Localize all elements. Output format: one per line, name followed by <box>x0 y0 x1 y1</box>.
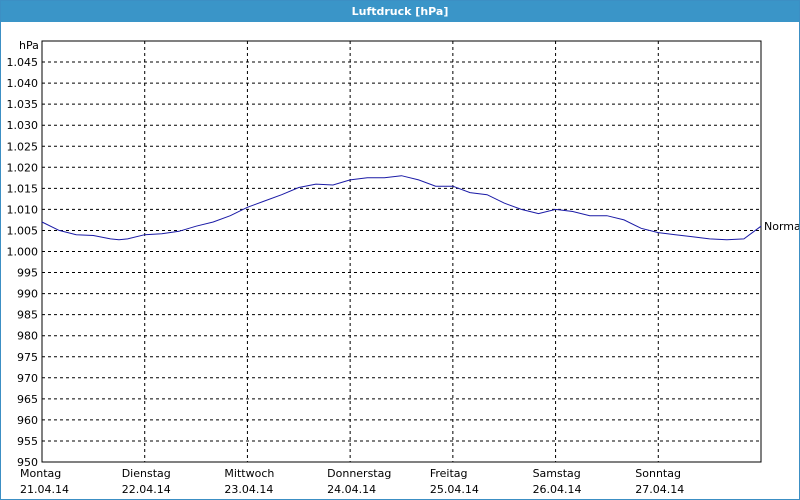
plot-area-border <box>41 40 762 463</box>
y-tick-label: 990 <box>17 288 38 301</box>
y-tick-label: 1.020 <box>7 161 39 174</box>
plot-frame <box>41 40 762 463</box>
y-tick-label: 980 <box>17 330 38 343</box>
x-tick-date-label: 26.04.14 <box>533 483 582 496</box>
y-tick-label: 960 <box>17 414 38 427</box>
chart-plot: 950 955 960 965 970 975 980 985 990 995 1.000 1.005… <box>7 39 800 496</box>
x-tick-day-label: Samstag <box>533 467 581 480</box>
y-tick-label: 1.005 <box>7 224 39 237</box>
y-tick-label: 965 <box>17 393 38 406</box>
y-tick-label: 975 <box>17 351 38 364</box>
y-tick-label: 1.025 <box>7 140 39 153</box>
y-tick-label: 1.040 <box>7 77 39 90</box>
x-tick-day-label: Sonntag <box>635 467 681 480</box>
y-tick-label: 1.010 <box>7 203 39 216</box>
y-tick-label: 1.035 <box>7 98 39 111</box>
x-tick-date-label: 25.04.14 <box>430 483 479 496</box>
y-tick-label: 950 <box>17 456 38 469</box>
y-tick-label: 955 <box>17 435 38 448</box>
x-tick-day-label: Mittwoch <box>224 467 274 480</box>
y-tick-label: 1.030 <box>7 119 39 132</box>
y-tick-label: 985 <box>17 309 38 322</box>
y-tick-label: 1.015 <box>7 182 39 195</box>
x-tick-date-label: 22.04.14 <box>122 483 171 496</box>
x-tick-day-label: Dienstag <box>122 467 171 480</box>
x-tick-day-label: Montag <box>20 467 61 480</box>
y-tick-label: 970 <box>17 372 38 385</box>
x-tick-day-label: Donnerstag <box>327 467 391 480</box>
grid <box>42 41 761 462</box>
y-tick-label: 1.045 <box>7 56 39 69</box>
y-axis-label: hPa <box>19 39 39 52</box>
series: Normal <box>41 175 799 241</box>
x-tick-date-label: 21.04.14 <box>20 483 69 496</box>
window-title: Luftdruck [hPa] <box>1 1 799 22</box>
x-tick-date-label: 24.04.14 <box>327 483 376 496</box>
series-label: Normal <box>764 220 799 233</box>
x-tick-date-label: 23.04.14 <box>224 483 273 496</box>
axes: 950 955 960 965 970 975 980 985 990 995 1.000 1.005… <box>7 39 685 496</box>
x-tick-day-label: Freitag <box>430 467 468 480</box>
x-tick-date-label: 27.04.14 <box>635 483 684 496</box>
y-tick-label: 1.000 <box>7 246 39 259</box>
series-line-normal <box>41 175 762 241</box>
y-tick-label: 995 <box>17 267 38 280</box>
